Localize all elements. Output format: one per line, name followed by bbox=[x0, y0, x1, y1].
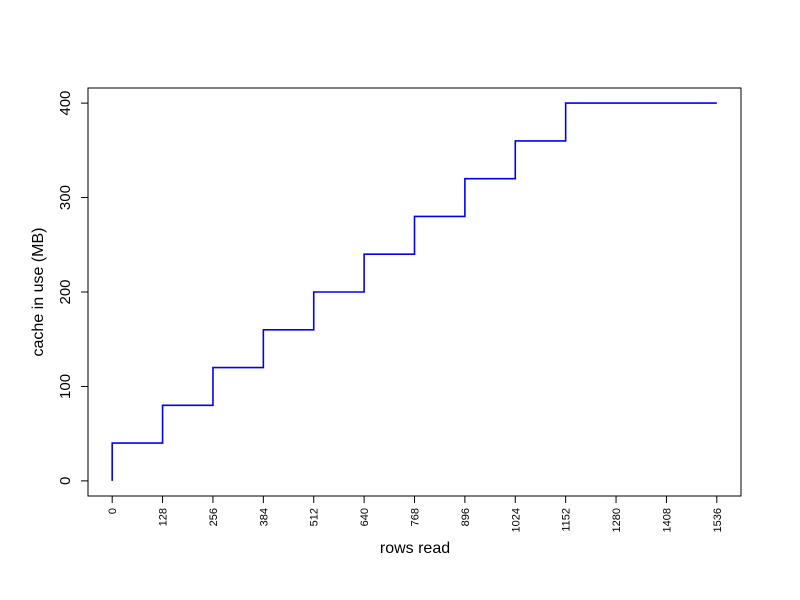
y-tick-label: 300 bbox=[57, 185, 74, 210]
x-tick-label: 384 bbox=[258, 508, 270, 526]
y-axis-label: cache in use (MB) bbox=[30, 228, 47, 357]
x-tick-label: 1536 bbox=[712, 508, 724, 532]
x-tick-label: 1280 bbox=[611, 508, 623, 532]
x-axis-label: rows read bbox=[380, 540, 450, 557]
x-tick-label: 512 bbox=[309, 508, 321, 526]
x-tick-label: 768 bbox=[410, 508, 422, 526]
x-tick-label: 1152 bbox=[561, 508, 573, 532]
x-tick-label: 1408 bbox=[661, 508, 673, 532]
y-tick-label: 0 bbox=[57, 477, 74, 485]
x-tick-label: 1024 bbox=[510, 508, 522, 532]
y-tick-label: 400 bbox=[57, 91, 74, 116]
y-tick-label: 100 bbox=[57, 374, 74, 399]
x-tick-label: 256 bbox=[208, 508, 220, 526]
x-tick-label: 128 bbox=[158, 508, 170, 526]
y-tick-label: 200 bbox=[57, 279, 74, 304]
x-tick-label: 0 bbox=[107, 508, 119, 514]
step-line bbox=[111, 102, 717, 481]
x-tick-label: 640 bbox=[359, 508, 371, 526]
plot-box bbox=[87, 87, 742, 497]
x-tick-label: 896 bbox=[460, 508, 472, 526]
